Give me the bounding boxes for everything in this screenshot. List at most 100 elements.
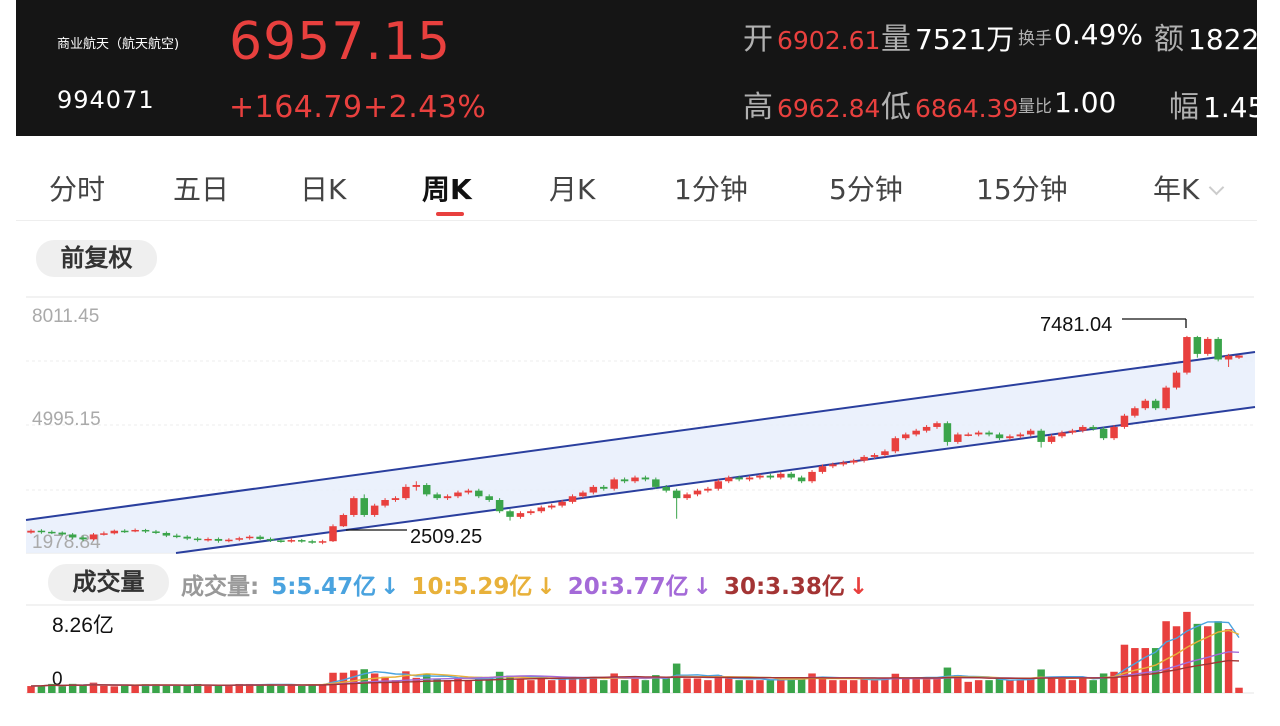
candle-body <box>204 538 212 541</box>
candle-body <box>308 541 316 543</box>
candle-body <box>589 486 598 493</box>
tab-15min[interactable]: 15分钟 <box>976 173 1068 206</box>
tab-five-day[interactable]: 五日 <box>173 173 230 206</box>
candle-body <box>527 511 535 514</box>
candle-body <box>58 532 66 535</box>
price-change: +164.79 <box>229 90 363 125</box>
volume-bar <box>27 686 35 693</box>
candle-body <box>27 530 35 533</box>
volume-bar <box>683 678 691 693</box>
candle-body <box>256 536 264 539</box>
candle-body <box>881 451 889 456</box>
volume-bar <box>266 683 275 693</box>
volume-ratio-value: 1.00 <box>1054 86 1117 119</box>
volume-bar <box>829 680 837 693</box>
volume-bar <box>797 678 806 693</box>
tab-1min[interactable]: 1分钟 <box>674 173 748 206</box>
volume-bar <box>745 680 754 693</box>
candle-body <box>1141 400 1150 409</box>
tab-monthly-k[interactable]: 月K <box>549 173 596 206</box>
high-stat: 高 6962.84 <box>743 82 880 126</box>
stock-name: 商业航天（航天航空) <box>57 37 180 52</box>
volume-bar <box>360 669 368 693</box>
volume-bar <box>464 680 473 693</box>
volume-legend-prefix: 成交量: <box>181 574 260 600</box>
candle-body <box>433 494 441 499</box>
candle-body <box>579 492 587 497</box>
candle-body <box>922 426 931 431</box>
candle-body <box>631 477 639 482</box>
volume-indicator-button[interactable]: 成交量 <box>48 564 169 601</box>
volume-bar <box>839 680 848 693</box>
volume-bar <box>1037 669 1045 693</box>
volume-bar <box>516 678 525 693</box>
candle-body <box>547 505 556 508</box>
tab-weekly-k[interactable]: 周K <box>422 173 472 206</box>
candle-body <box>173 535 181 538</box>
candle-body <box>943 423 952 442</box>
volume-bar <box>589 676 598 693</box>
candle-body <box>672 490 681 499</box>
volume-bar <box>527 680 535 693</box>
candle-body <box>568 496 577 502</box>
volume-bar <box>704 680 712 693</box>
volume-bar <box>235 683 244 693</box>
volume-bar <box>443 680 452 693</box>
amplitude-label: 幅 <box>1169 90 1199 125</box>
tab-5min[interactable]: 5分钟 <box>829 173 903 206</box>
y-axis-label: 4995.15 <box>32 409 101 430</box>
volume-bar <box>68 683 77 693</box>
volume-bar <box>1151 648 1160 693</box>
turnover-stat: 换手 0.49% <box>1018 18 1143 51</box>
active-tab-indicator <box>436 212 464 216</box>
volume-value: 7521万 <box>915 23 1015 56</box>
candle-body <box>1099 428 1108 439</box>
price-adjust-button[interactable]: 前复权 <box>36 240 157 277</box>
tab-yearly-k[interactable]: 年K <box>1153 168 1225 208</box>
candle-body <box>1089 426 1097 429</box>
candle-body <box>1079 426 1087 431</box>
candle-body <box>849 460 858 463</box>
candle-body <box>933 423 941 427</box>
volume-label: 量 <box>881 22 911 57</box>
volume-bar <box>849 680 858 693</box>
volume-bar <box>1141 648 1150 693</box>
candle-body <box>724 477 733 482</box>
volume-bar <box>100 685 108 693</box>
volume-bar <box>693 678 702 693</box>
candle-body <box>1193 337 1202 354</box>
volume-bar <box>152 684 160 693</box>
trend-channel-upper <box>25 351 1256 521</box>
amount-value: 1822 <box>1188 23 1257 56</box>
candle-body <box>558 501 566 506</box>
candle-body <box>318 541 327 543</box>
volume-bar <box>1183 611 1191 693</box>
volume-bar <box>1204 626 1212 693</box>
volume-bar <box>1120 644 1129 693</box>
candle-body <box>516 513 525 517</box>
turnover-value: 0.49% <box>1054 18 1143 51</box>
volume-bar <box>131 686 139 693</box>
volume-max-label: 8.26亿 <box>52 614 114 637</box>
candle-body <box>68 534 77 538</box>
high-marker-label: 7481.04 <box>1040 314 1112 336</box>
volume-ma10-value: 10:5.29亿 <box>411 574 533 600</box>
tab-intraday[interactable]: 分时 <box>49 173 106 206</box>
volume-bar <box>964 681 972 693</box>
candle-body <box>350 498 358 515</box>
volume-bar <box>902 678 910 693</box>
candle-body <box>339 514 348 527</box>
volume-bar <box>485 678 493 693</box>
candle-body <box>370 505 379 515</box>
candle-body <box>1037 430 1045 442</box>
candle-body <box>860 456 868 461</box>
volume-bar <box>787 678 795 693</box>
volume-bar <box>568 676 577 693</box>
tab-daily-k[interactable]: 日K <box>300 173 347 206</box>
y-axis-label: 8011.45 <box>32 306 99 327</box>
candle-body <box>48 531 56 534</box>
candle-body <box>193 538 202 541</box>
volume-bar <box>391 680 400 693</box>
candle-body <box>454 492 462 497</box>
volume-zero-label: 0 <box>52 669 63 690</box>
